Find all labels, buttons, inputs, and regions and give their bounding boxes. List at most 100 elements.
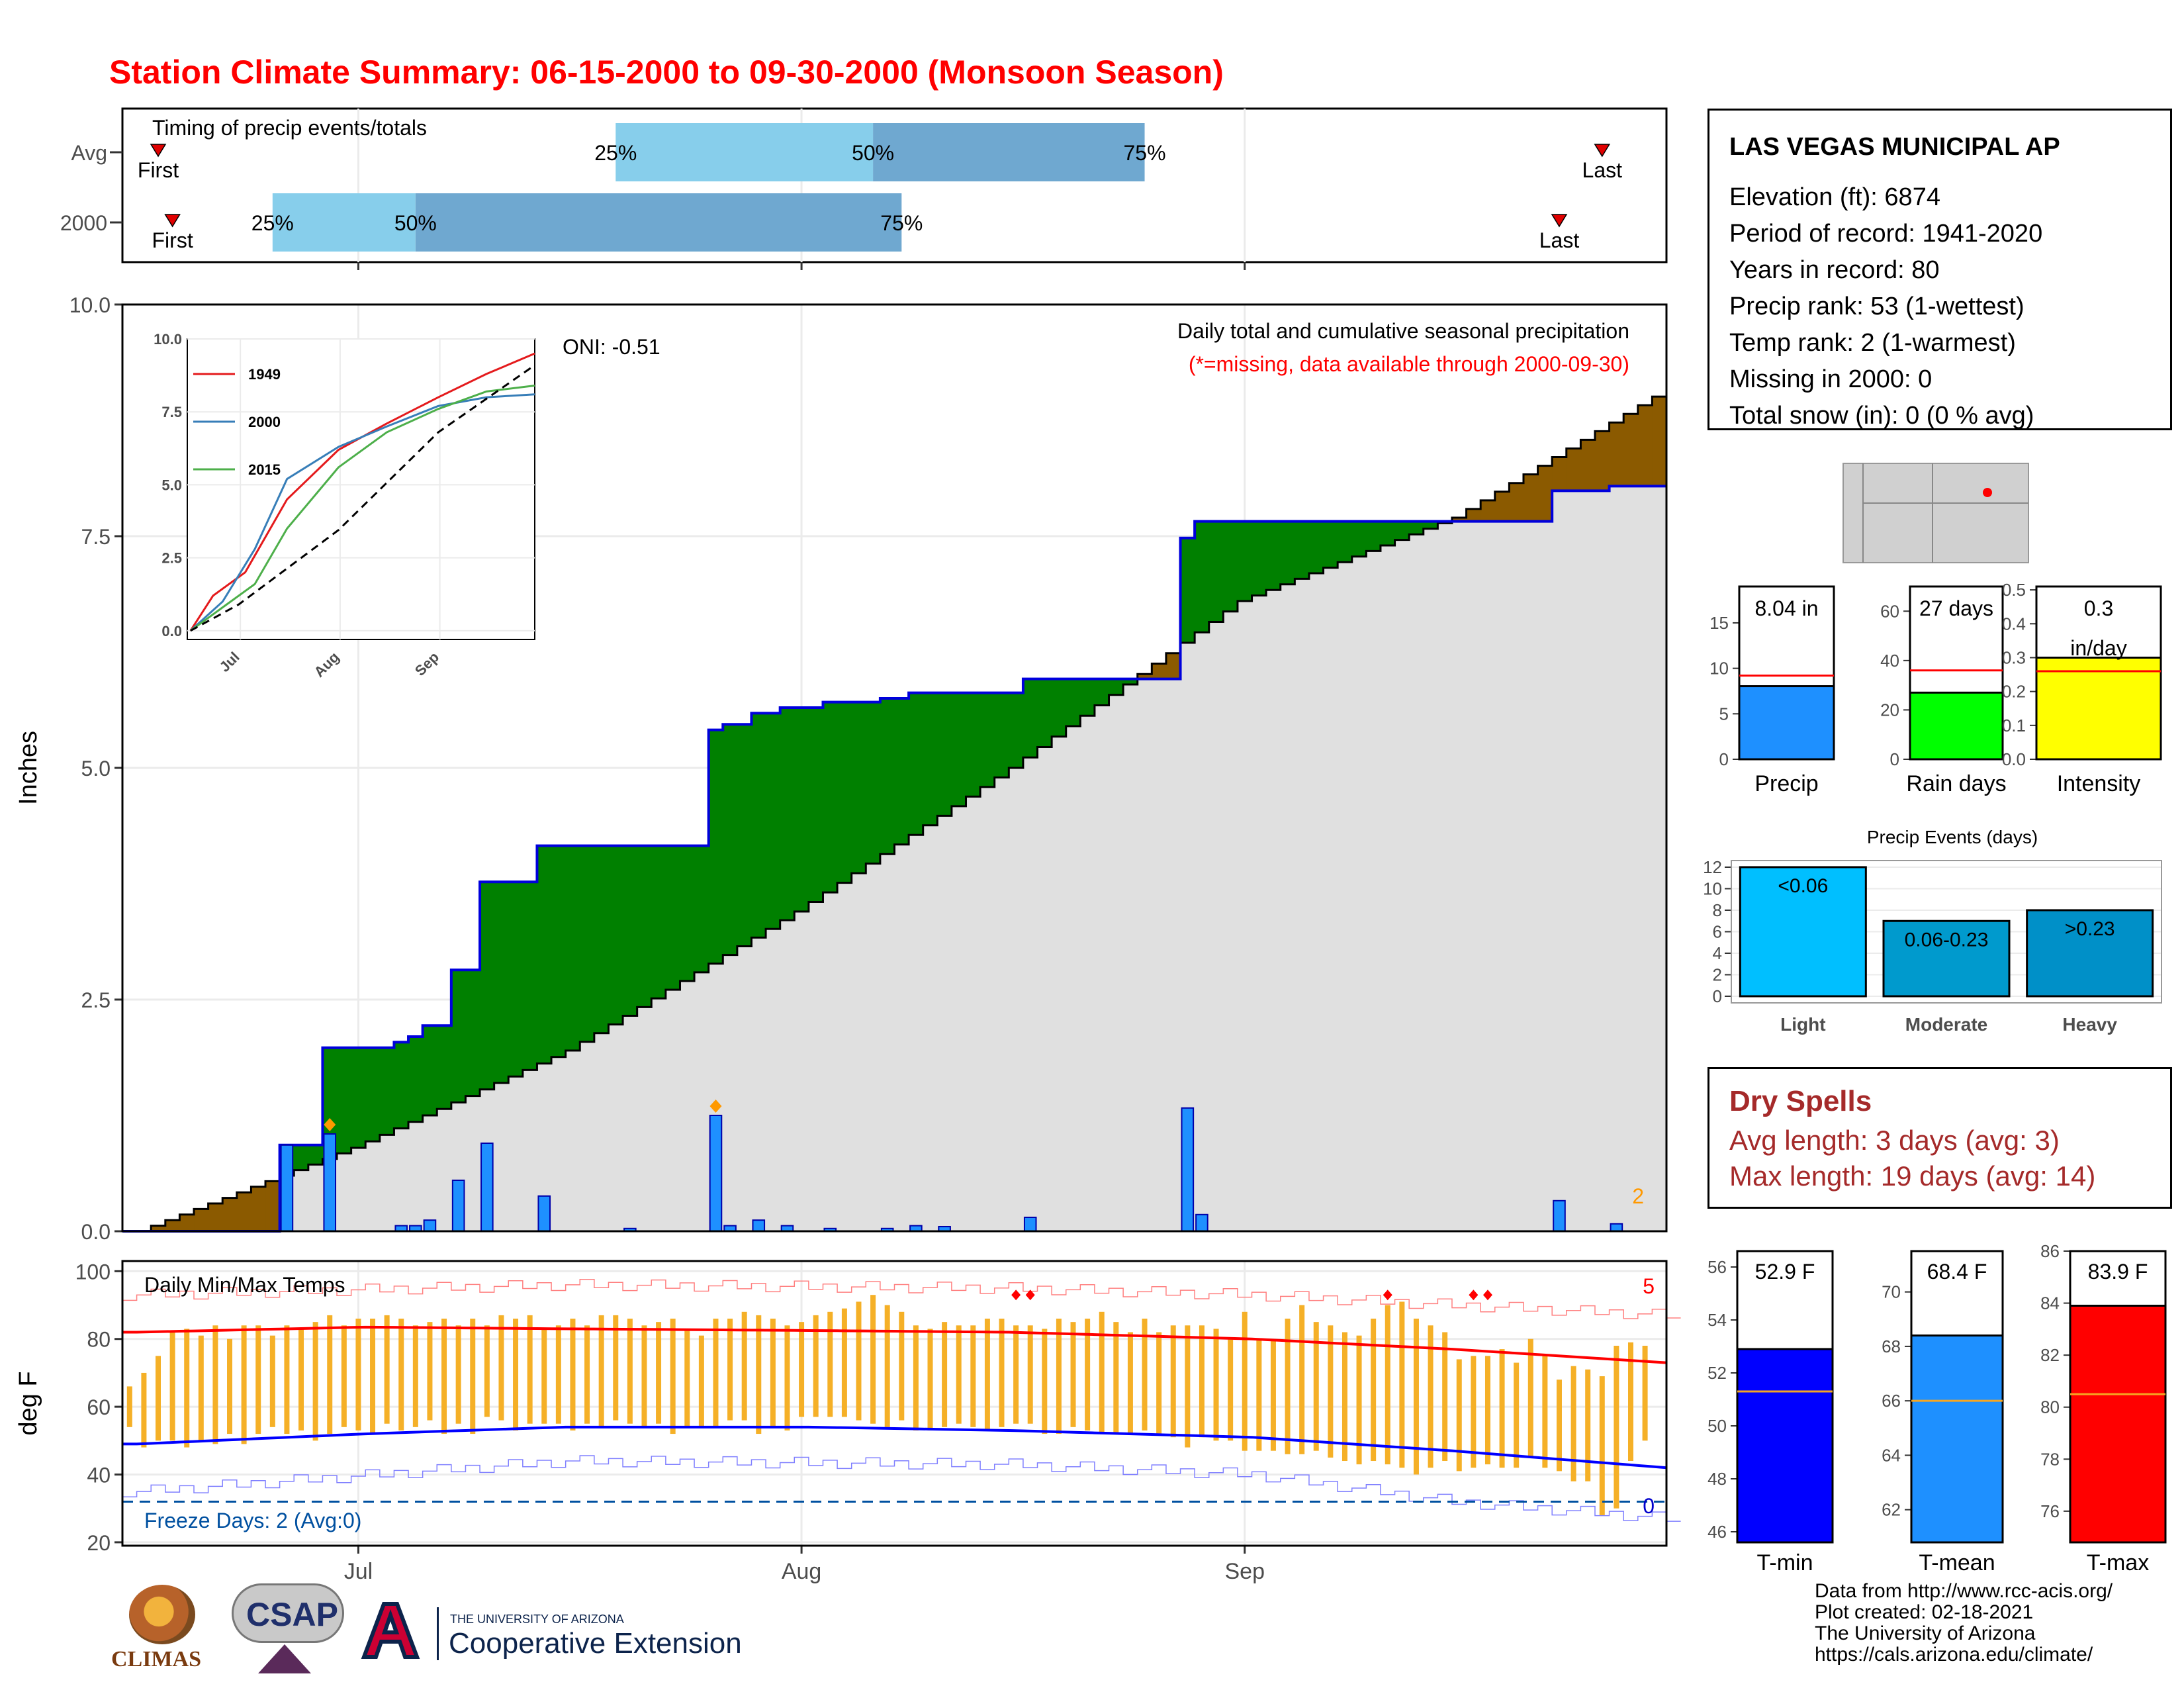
daily-temp-range-bar xyxy=(984,1319,990,1430)
csap-logo: CSAP xyxy=(232,1583,344,1676)
daily-temp-range-bar xyxy=(1570,1366,1576,1481)
station-line: Elevation (ft): 6874 xyxy=(1729,183,1940,211)
daily-temp-range-bar xyxy=(756,1315,762,1434)
daily-precip-bar xyxy=(1195,1213,1208,1233)
above-avg-fill xyxy=(294,1145,309,1170)
above-avg-fill xyxy=(823,702,838,893)
above-avg-fill xyxy=(1409,521,1424,535)
last-marker xyxy=(1594,144,1611,158)
csap-mountain xyxy=(258,1644,311,1673)
tempbar-value-bar xyxy=(1910,1334,2004,1544)
below-avg-fill xyxy=(1552,457,1567,491)
above-avg-fill xyxy=(394,1042,409,1129)
daily-temp-range-bar xyxy=(156,1356,161,1441)
daily-temp-range-bar xyxy=(1285,1319,1291,1454)
daily-temp-range-bar xyxy=(513,1319,519,1430)
daily-temp-range-bar xyxy=(541,1329,547,1424)
daily-temp-range-bar xyxy=(899,1311,905,1421)
ua-divider xyxy=(437,1607,439,1660)
credit-line: The University of Arizona xyxy=(1815,1622,2036,1644)
tempbar-y-tick-label: 46 xyxy=(1707,1522,1727,1542)
daily-temp-range-bar xyxy=(770,1319,776,1427)
minibar-y-tick-label: 60 xyxy=(1880,601,1899,621)
above-avg-fill xyxy=(1066,679,1081,726)
daily-precip-bar xyxy=(1610,1223,1623,1233)
last-label: Last xyxy=(1582,158,1623,182)
above-avg-fill xyxy=(951,692,967,806)
above-avg-fill xyxy=(866,702,881,864)
timing-bar-25-50 xyxy=(615,123,874,181)
events-y-tick-label: 12 xyxy=(1703,857,1722,877)
minibar-y-tick-label: 0.5 xyxy=(2002,580,2026,600)
tempbar-y-tick-label: 52 xyxy=(1707,1363,1727,1383)
logos: CLIMAS CSAP THE UNIVERSITY OF ARIZONA Co… xyxy=(106,1581,754,1680)
above-avg-fill xyxy=(1037,679,1052,747)
daily-temp-range-bar xyxy=(741,1311,747,1421)
daily-temp-range-bar xyxy=(269,1335,275,1427)
daily-temp-range-bar xyxy=(684,1329,690,1427)
above-avg-fill xyxy=(937,692,952,816)
above-avg-fill xyxy=(1195,521,1210,633)
above-avg-fill xyxy=(708,729,723,964)
daily-temp-range-bar xyxy=(1385,1305,1390,1465)
station-line: Period of record: 1941-2020 xyxy=(1729,220,2043,248)
daily-temp-range-bar xyxy=(1471,1356,1477,1468)
above-avg-fill xyxy=(980,692,995,787)
daily-temp-range-bar xyxy=(498,1315,504,1421)
below-avg-fill xyxy=(165,1220,180,1231)
daily-temp-range-bar xyxy=(1070,1322,1076,1427)
daily-temp-range-bar xyxy=(212,1325,218,1444)
above-avg-fill xyxy=(651,845,666,999)
daily-temp-range-bar xyxy=(341,1325,347,1427)
below-avg-fill xyxy=(1580,440,1596,491)
daily-temp-range-bar xyxy=(1299,1305,1305,1454)
tempbar-y-tick-label: 56 xyxy=(1707,1257,1727,1277)
credits: Data from http://www.rcc-acis.org/ Plot … xyxy=(1815,1581,2113,1665)
minibar-value-bar xyxy=(1909,691,2004,761)
above-avg-fill xyxy=(1052,679,1067,737)
above-avg-fill xyxy=(1280,521,1295,585)
below-avg-fill xyxy=(1480,500,1496,522)
daily-temp-range-bar xyxy=(141,1372,147,1448)
daily-temp-range-bar xyxy=(327,1315,333,1434)
minibar-y-tick-label: 15 xyxy=(1709,613,1729,633)
daily-temp-range-bar xyxy=(1170,1325,1176,1438)
daily-temp-range-bar xyxy=(1085,1319,1091,1430)
timing-bar-25-50 xyxy=(272,193,416,252)
inset-y-tick-label: 2.5 xyxy=(161,550,182,567)
daily-temp-range-bar xyxy=(913,1325,919,1430)
temps-y-tick-label: 40 xyxy=(87,1464,111,1487)
above-avg-fill xyxy=(1180,538,1195,643)
temps-y-tick-label: 20 xyxy=(87,1531,111,1555)
below-avg-fill xyxy=(251,1186,266,1231)
daily-temp-range-bar xyxy=(470,1319,476,1434)
daily-temp-range-bar xyxy=(570,1319,576,1430)
minibar-value-label: 8.04 in xyxy=(1754,596,1818,620)
above-avg-fill xyxy=(1266,521,1281,590)
daily-temp-range-bar xyxy=(1371,1319,1377,1462)
above-avg-fill xyxy=(580,845,595,1042)
daily-temp-range-bar xyxy=(1484,1356,1490,1465)
above-avg-fill xyxy=(994,692,1009,778)
above-avg-fill xyxy=(723,724,738,955)
inset-series-line xyxy=(189,352,535,632)
dry-spells-title: Dry Spells xyxy=(1729,1085,1872,1117)
minibar-y-tick-label: 5 xyxy=(1719,704,1729,724)
inset-y-tick-label: 7.5 xyxy=(161,404,182,420)
daily-temp-range-bar xyxy=(484,1325,490,1417)
daily-temp-range-bar xyxy=(198,1335,204,1441)
tempbar-y-tick-label: 54 xyxy=(1707,1310,1727,1330)
above-avg-fill xyxy=(1208,521,1224,622)
above-avg-fill xyxy=(1295,521,1310,579)
daily-temp-range-bar xyxy=(1527,1338,1533,1458)
tempbar-y-tick-label: 48 xyxy=(1707,1469,1727,1489)
temps-x-tick-label: Aug xyxy=(782,1559,822,1584)
above-avg-fill xyxy=(880,698,895,855)
tempbar-category-label: T-mean xyxy=(1919,1550,1995,1575)
inset-legend-label: 2015 xyxy=(248,461,281,478)
precip-y-tick-label: 7.5 xyxy=(81,525,111,549)
events-title: Precip Events (days) xyxy=(1867,827,2038,847)
events-frame xyxy=(1731,860,2162,1004)
daily-temp-range-bar xyxy=(1413,1319,1419,1475)
